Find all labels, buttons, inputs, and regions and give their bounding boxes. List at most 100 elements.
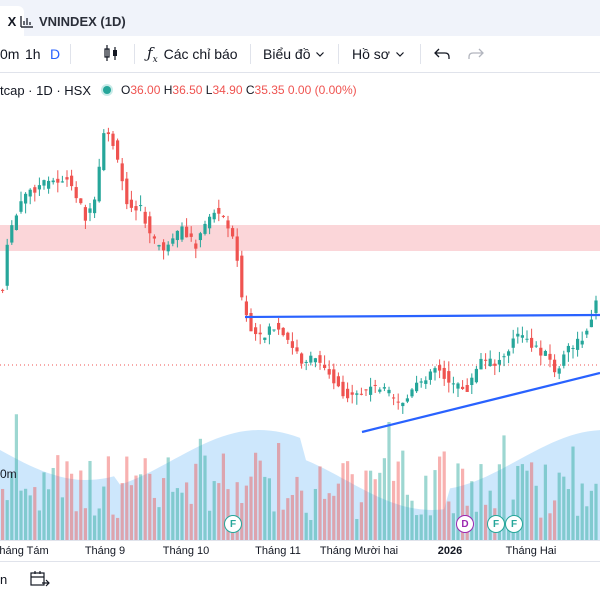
volume-bar bbox=[139, 474, 143, 540]
toolbar-divider bbox=[420, 44, 421, 64]
financial-event-marker[interactable]: F bbox=[505, 515, 523, 533]
layout-dropdown[interactable]: Hồ sơ bbox=[352, 36, 404, 72]
undo-button[interactable] bbox=[434, 36, 450, 72]
range-button[interactable]: n bbox=[0, 572, 8, 587]
volume-bar bbox=[194, 463, 198, 540]
price-chart[interactable] bbox=[0, 100, 600, 540]
candle-body bbox=[286, 332, 290, 340]
interval-1h[interactable]: 1h bbox=[25, 46, 41, 62]
volume-bar bbox=[346, 461, 350, 540]
volume-bar bbox=[442, 451, 446, 540]
candle-body bbox=[10, 225, 14, 243]
candle-body bbox=[143, 211, 147, 224]
candle-body bbox=[484, 359, 488, 361]
candle-body bbox=[295, 347, 299, 352]
candle-body bbox=[272, 329, 276, 331]
volume-bar bbox=[120, 483, 124, 540]
candle-type-button[interactable] bbox=[103, 36, 119, 72]
candle-body bbox=[401, 402, 405, 407]
candle-body bbox=[465, 385, 469, 392]
financial-event-marker[interactable]: F bbox=[487, 515, 505, 533]
chart-type-label: Biểu đồ bbox=[263, 46, 311, 62]
volume-bar bbox=[79, 470, 83, 540]
volume-bar bbox=[134, 475, 138, 540]
volume-bar bbox=[249, 476, 253, 540]
dividend-event-marker[interactable]: D bbox=[456, 515, 474, 533]
volume-bar bbox=[474, 511, 478, 540]
tab-current-close[interactable]: X bbox=[0, 6, 24, 36]
time-axis-label: Tháng 10 bbox=[162, 545, 210, 557]
symbol-label[interactable]: tcap · 1D · HSX bbox=[0, 82, 92, 98]
candle-body bbox=[300, 353, 304, 364]
candle-body bbox=[102, 133, 106, 171]
volume-bar bbox=[226, 489, 230, 540]
candle-body bbox=[580, 340, 584, 345]
candle-body bbox=[470, 377, 474, 385]
high-key: H bbox=[163, 83, 173, 97]
candle-body bbox=[162, 242, 166, 251]
volume-bar bbox=[350, 474, 354, 540]
volume-bar bbox=[539, 517, 543, 540]
candle-body bbox=[1, 289, 5, 291]
candle-body bbox=[185, 226, 189, 238]
candle-body bbox=[378, 389, 382, 392]
candle-body bbox=[37, 185, 41, 190]
financial-event-marker[interactable]: F bbox=[224, 515, 242, 533]
candle-body bbox=[304, 361, 308, 363]
volume-bar bbox=[19, 490, 23, 540]
candle-body bbox=[424, 380, 428, 384]
candle-body bbox=[355, 393, 359, 395]
undo-icon bbox=[434, 48, 450, 59]
redo-icon bbox=[468, 48, 484, 59]
volume-bar bbox=[461, 468, 465, 540]
chevron-down-icon bbox=[396, 51, 404, 57]
candle-body bbox=[392, 397, 396, 399]
candle-body bbox=[313, 358, 317, 363]
volume-bar bbox=[217, 483, 221, 540]
fx-icon: ƒx bbox=[147, 43, 158, 65]
time-axis-label: 2026 bbox=[437, 545, 463, 557]
candle-body bbox=[166, 244, 170, 252]
volume-bar bbox=[566, 489, 570, 540]
close-icon[interactable]: X bbox=[7, 13, 17, 29]
volume-bar bbox=[585, 506, 589, 540]
candle-body bbox=[359, 393, 363, 395]
volume-bar bbox=[272, 511, 276, 540]
tab-vnindex[interactable]: VNINDEX (1D) bbox=[16, 6, 126, 36]
volume-bar bbox=[543, 464, 547, 540]
candle-body bbox=[456, 383, 460, 389]
candle-body bbox=[111, 133, 115, 146]
volume-bar bbox=[456, 463, 460, 540]
volume-bar bbox=[51, 467, 55, 540]
candle-body bbox=[203, 223, 207, 234]
volume-ma-area bbox=[0, 430, 600, 540]
volume-bar bbox=[65, 461, 69, 540]
market-status-icon bbox=[103, 86, 112, 94]
candle-body bbox=[530, 337, 534, 348]
candle-body bbox=[56, 178, 60, 183]
candle-body bbox=[543, 350, 547, 356]
interval-partial[interactable]: 0m bbox=[0, 46, 20, 62]
candle-body bbox=[74, 187, 78, 199]
volume-bar bbox=[497, 464, 501, 540]
interval-d[interactable]: D bbox=[50, 46, 61, 62]
date-range-button[interactable] bbox=[30, 570, 50, 591]
volume-bar bbox=[364, 470, 368, 540]
high-value: 36.50 bbox=[172, 83, 203, 97]
volume-bar bbox=[47, 489, 51, 540]
candle-body bbox=[323, 364, 327, 368]
redo-button[interactable] bbox=[468, 36, 484, 72]
ohlc-values: O36.00 H36.50 L34.90 C35.35 0.00 (0.00%) bbox=[121, 83, 357, 97]
candle-body bbox=[60, 181, 64, 183]
candle-body bbox=[534, 345, 538, 347]
indicators-button[interactable]: ƒx Các chỉ báo bbox=[147, 36, 238, 72]
volume-bar bbox=[401, 450, 405, 540]
candle-body bbox=[571, 347, 575, 349]
candle-body bbox=[106, 132, 110, 135]
volume-bar bbox=[277, 443, 281, 540]
candle-body bbox=[47, 180, 51, 189]
time-axis[interactable]: háng Tám Tháng 9 Tháng 10 Tháng 11 Tháng… bbox=[0, 540, 600, 561]
candle-body bbox=[235, 236, 239, 261]
chart-type-dropdown[interactable]: Biểu đồ bbox=[263, 36, 325, 72]
volume-bar bbox=[83, 508, 87, 540]
